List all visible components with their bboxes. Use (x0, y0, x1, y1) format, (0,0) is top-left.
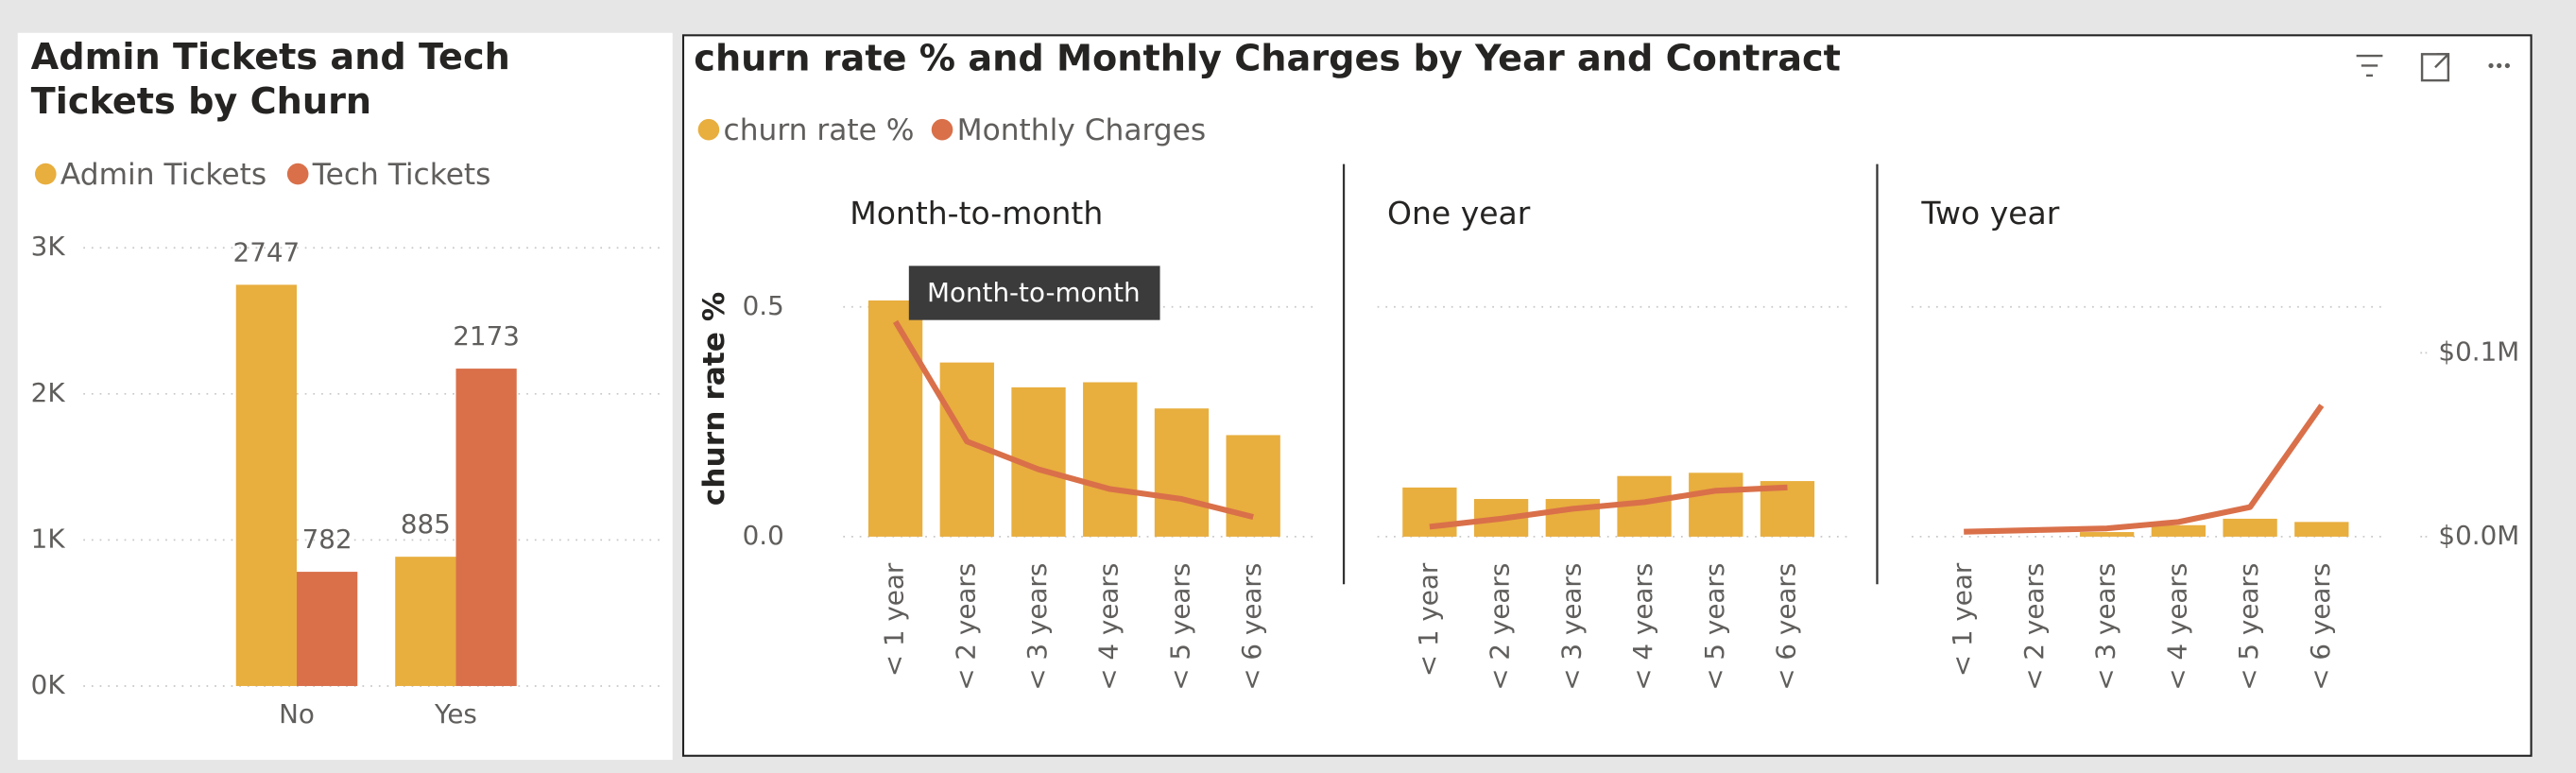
filter-icon[interactable] (2356, 54, 2383, 77)
legend-label: Monthly Charges (957, 113, 1206, 147)
more-icon[interactable] (2488, 62, 2510, 69)
bar (1689, 472, 1743, 537)
data-label: 782 (302, 524, 352, 555)
x-tick-label: < 4 years (1627, 563, 1658, 691)
focus-icon[interactable] (2420, 53, 2450, 82)
data-label: 885 (401, 508, 451, 540)
bar (235, 284, 298, 686)
title-box: Admin Tickets and Tech Tickets by Churn (30, 37, 510, 124)
y-tick-label: 2K (31, 377, 66, 408)
legend-marker (697, 118, 720, 141)
x-tick-label: < 6 years (2305, 563, 2336, 691)
y2-tick-label: $0.0M (2438, 520, 2519, 551)
panel-title: Month-to-month (850, 195, 1103, 232)
x-tick-label: < 2 years (1485, 563, 1516, 691)
x-tick-label: Yes (434, 698, 477, 730)
x-tick-label: < 5 years (1699, 563, 1730, 691)
x-tick-label: < 6 years (1236, 563, 1267, 691)
bar (2151, 524, 2207, 537)
legend-label: churn rate % (724, 113, 915, 147)
legend-marker (35, 163, 57, 185)
panel-title: One year (1387, 195, 1531, 232)
bar (455, 369, 517, 686)
panel-title: Two year (1920, 195, 2059, 232)
bar (867, 300, 923, 537)
line (1964, 404, 2325, 535)
y-tick-label: 0.5 (743, 290, 784, 321)
chart-title: churn rate % and Monthly Charges by Year… (694, 39, 1841, 81)
data-label: 2173 (453, 320, 520, 352)
bar (1083, 382, 1138, 537)
x-tick-label: < 4 years (1093, 563, 1125, 691)
line (1429, 484, 1788, 530)
header-icons[interactable] (2356, 53, 2510, 82)
bar (2294, 522, 2349, 537)
x-tick-label: < 2 years (950, 563, 981, 691)
tooltip-box (908, 266, 1160, 320)
y-tick-label: 1K (31, 523, 66, 554)
y2-tick-label: $0.1M (2438, 335, 2519, 367)
bar (1154, 408, 1210, 537)
line (892, 319, 1254, 521)
x-tick-label: No (279, 698, 315, 730)
legend-marker (286, 163, 309, 185)
title-box: churn rate % and Monthly Charges by Year… (694, 39, 1841, 81)
x-tick-label: < 1 year (879, 562, 910, 677)
x-tick-label: < 1 year (1413, 562, 1444, 677)
x-tick-label: < 5 years (1164, 563, 1195, 691)
bar (2079, 532, 2135, 537)
x-tick-label: < 2 years (2018, 563, 2050, 691)
x-tick-label: < 3 years (2090, 563, 2121, 691)
x-tick-label: < 3 years (1555, 563, 1587, 691)
bar (297, 572, 358, 686)
bar (395, 557, 456, 686)
x-tick-label: < 1 year (1947, 562, 1978, 677)
bar (1402, 487, 1457, 537)
bar (1226, 435, 1280, 537)
legend-label: Admin Tickets (60, 158, 266, 192)
data-label: 2747 (233, 236, 301, 267)
x-tick-label: < 6 years (1770, 563, 1801, 691)
y-tick-label: 0.0 (743, 520, 784, 551)
tooltip-text: Month-to-month (927, 277, 1141, 308)
y-tick-label: 0K (31, 669, 66, 700)
legend-marker (931, 118, 953, 141)
x-tick-label: < 3 years (1022, 563, 1053, 691)
y-tick-label: 3K (31, 231, 66, 262)
legend-label: Tech Tickets (312, 158, 491, 192)
y-axis-label: churn rate % (697, 292, 731, 506)
chart-title: Admin Tickets and Tech Tickets by Churn (30, 37, 510, 124)
x-tick-label: < 5 years (2233, 563, 2264, 691)
x-tick-label: < 4 years (2161, 563, 2192, 691)
bar (2223, 518, 2277, 537)
